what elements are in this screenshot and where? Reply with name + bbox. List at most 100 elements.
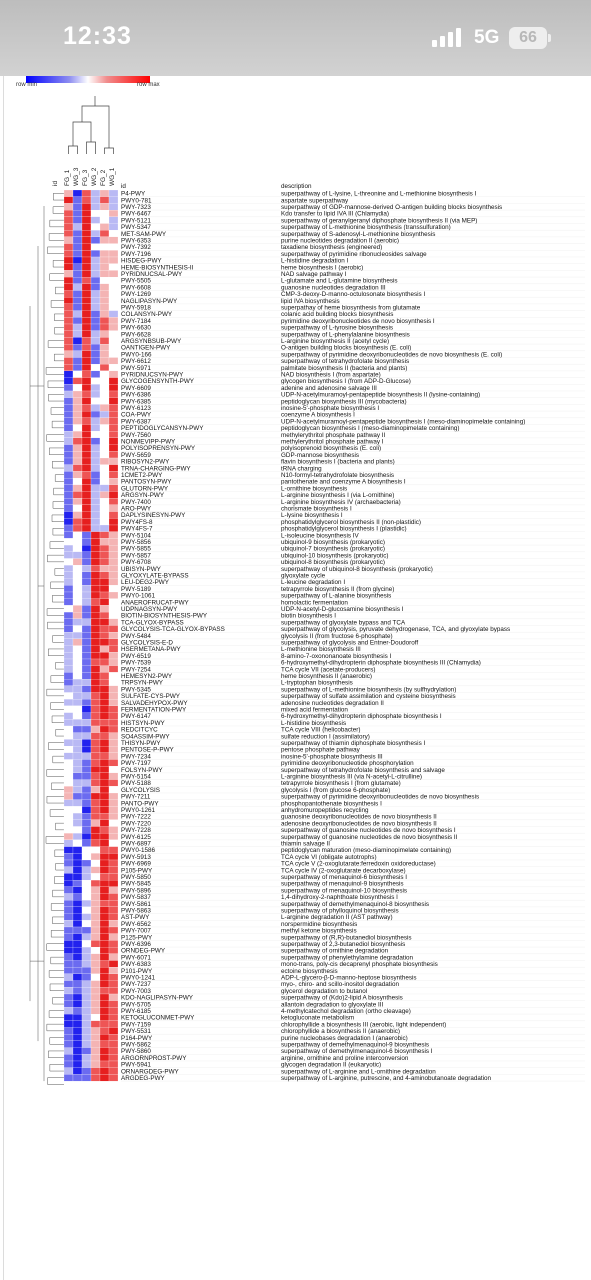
- heatmap-cell: [99, 256, 110, 264]
- heatmap-cell: [99, 1027, 110, 1035]
- heatmap-cell: [90, 277, 101, 284]
- row-id-label: PWY-6185: [121, 1008, 151, 1015]
- heatmap-cell: [90, 464, 101, 472]
- heatmap-cell: [72, 384, 83, 392]
- row-id-label: SO4ASSIM-PWY: [121, 733, 170, 740]
- heatmap-cell: [108, 323, 119, 331]
- heatmap-cell: [90, 545, 101, 552]
- heatmap-cell: [90, 223, 101, 231]
- heatmap-cell: [99, 732, 110, 740]
- heatmap-cell: [99, 578, 110, 586]
- row-id-label: BIOTIN-BIOSYNTHESIS-PWY: [121, 613, 208, 620]
- row-id-label: PWY-5850: [121, 874, 151, 881]
- heatmap-chart: id FG_1 WG_3 FG_3 WG_2 FG_2 WG_1 id description…: [29, 96, 585, 1085]
- row-id-label: ORNDEG-PWY: [121, 948, 166, 955]
- heatmap-cell: [108, 404, 119, 412]
- heatmap-cell: [90, 1040, 101, 1048]
- row-id-label: PWY-6467: [121, 211, 151, 218]
- heatmap-cell: [63, 973, 74, 981]
- row-description-label: ubiquinol-10 biosynthesis (prokaryotic): [281, 552, 388, 559]
- heatmap-cell: [108, 1013, 119, 1021]
- dendrogram-branch: [52, 916, 64, 924]
- row-description-label: ubiquinol-7 biosynthesis (prokaryotic): [281, 546, 385, 553]
- row-id-label: GLYCOLYSIS: [121, 787, 160, 794]
- heatmap-cell: [63, 357, 74, 365]
- heatmap-cell: [90, 1007, 101, 1015]
- heatmap-cell: [90, 451, 101, 459]
- dendrogram-branch: [54, 876, 64, 884]
- row-id-label: PWY-6396: [121, 941, 151, 948]
- heatmap-cell: [108, 223, 119, 231]
- heatmap-cell: [90, 605, 101, 613]
- heatmap-cell: [90, 826, 101, 834]
- heatmap-cell: [63, 752, 74, 760]
- heatmap-document[interactable]: row min row max id FG_1 WG_3 FG_3 WG_2 FG_2 WG…: [0, 76, 591, 1280]
- heatmap-cell: [108, 531, 119, 539]
- heatmap-cell: [108, 833, 119, 841]
- row-id-label: PWY-5856: [121, 539, 151, 546]
- row-description-label: inosine-5'-phosphate biosynthesis III: [281, 753, 383, 760]
- row-id-label: PWY-6897: [121, 841, 151, 848]
- heatmap-cell: [72, 498, 83, 506]
- heatmap-cell: [108, 705, 119, 713]
- heatmap-cell: [72, 645, 83, 653]
- dendrogram-branch: [54, 313, 64, 321]
- row-id-label: ARO-PWY: [121, 506, 152, 513]
- row-id-label: PWY-5837: [121, 894, 151, 901]
- heatmap-cell: [108, 873, 119, 881]
- heatmap-cell: [63, 605, 74, 613]
- heatmap-cell: [99, 692, 110, 700]
- heatmap-cell: [108, 725, 119, 733]
- heatmap-cell: [108, 739, 119, 747]
- heatmap-cell: [72, 719, 83, 727]
- dendrogram-branch: [53, 487, 64, 496]
- row-id-label: UBISYN-PWY: [121, 566, 162, 573]
- heatmap-cell: [108, 625, 119, 633]
- row-description-label: glycogen biosynthesis I (from ADP-D-Gluc…: [281, 378, 411, 385]
- heatmap-cell: [63, 712, 74, 720]
- heatmap-cell: [99, 189, 110, 197]
- heatmap-cell: [108, 277, 119, 284]
- heatmap-cell: [63, 370, 74, 378]
- column-label: FG_1: [64, 169, 71, 186]
- heatmap-cell: [63, 216, 74, 224]
- dendrogram-branch: [50, 581, 64, 589]
- row-description-label: anhydromuropeptides recycling: [281, 807, 369, 814]
- heatmap-cell: [90, 933, 101, 941]
- status-clock: 12:33: [63, 22, 132, 50]
- dendrogram-branch: [72, 121, 92, 146]
- row-description-label: inosine-5'-phosphate biosynthesis I: [281, 405, 379, 412]
- heatmap-cell: [72, 960, 83, 968]
- row-description-label: superpathway of glycolysis, pyruvate deh…: [281, 626, 510, 633]
- heatmap-cell: [108, 967, 119, 975]
- heatmap-cell: [108, 390, 119, 398]
- heatmap-cell: [72, 236, 83, 244]
- frame-border: [3, 76, 591, 1280]
- heatmap-cell: [63, 504, 74, 512]
- heatmap-cell: [108, 766, 119, 774]
- heatmap-cell: [108, 504, 119, 512]
- heatmap-cell: [81, 920, 92, 928]
- heatmap-cell: [90, 344, 101, 351]
- heatmap-cell: [90, 216, 101, 224]
- dendrogram-branch: [55, 729, 64, 737]
- row-description-label: superpathway of tetrahydrofolate biosynt…: [281, 358, 409, 365]
- heatmap-cell: [63, 759, 74, 767]
- row-id-label: PWY-6383: [121, 961, 151, 968]
- heatmap-cell: [90, 270, 101, 278]
- heatmap-cell: [108, 913, 119, 921]
- row-id-label: PWY-5913: [121, 854, 151, 861]
- heatmap-cell: [81, 484, 92, 492]
- heatmap-cell: [99, 973, 110, 981]
- row-id-label: PWY-7184: [121, 318, 151, 325]
- heatmap-cell: [81, 364, 92, 372]
- row-id-label: P105-PWY: [121, 867, 153, 874]
- heatmap-cell: [90, 471, 101, 479]
- row-id-label: PWY-6385: [121, 398, 151, 405]
- heatmap-cell: [99, 1013, 110, 1021]
- dendrogram-branch: [47, 621, 64, 630]
- heatmap-cell: [63, 471, 74, 479]
- heatmap-cell: [81, 444, 92, 452]
- heatmap-cell: [81, 645, 92, 653]
- heatmap-cell: [99, 611, 110, 619]
